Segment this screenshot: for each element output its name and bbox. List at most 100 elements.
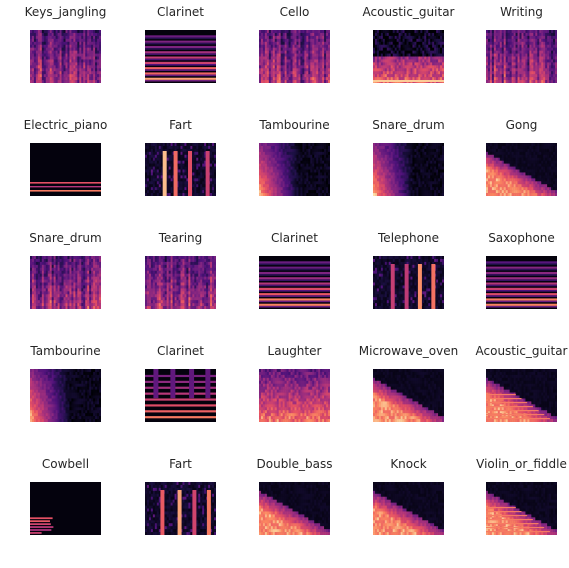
spectrogram-cell <box>488 172 490 175</box>
spectrogram-cell <box>405 54 407 57</box>
spectrogram-cell <box>181 175 183 178</box>
spectrogram-cell <box>418 54 420 57</box>
spectrogram-cell <box>267 181 269 184</box>
spectrogram-cell <box>522 54 524 57</box>
spectrogram-cell <box>308 178 310 181</box>
spectrogram-cell <box>387 190 389 193</box>
spectrogram-cell <box>520 146 522 149</box>
spectrogram-cell <box>149 187 151 190</box>
spectrogram-cell <box>397 33 399 36</box>
spectrogram-cell <box>73 65 75 68</box>
spectrogram-cell <box>410 39 412 42</box>
spectrogram-cell <box>281 178 283 181</box>
spectrogram-cell <box>551 74 553 77</box>
spectrogram-cell <box>56 71 58 74</box>
spectrogram-cell <box>500 48 502 51</box>
spectrogram-cell <box>387 74 389 77</box>
spectrogram-cell <box>34 80 36 83</box>
spectrogram-cell <box>399 57 401 60</box>
spectrogram-cell <box>549 30 551 33</box>
spectrogram-cell <box>308 42 310 45</box>
spectrogram-cell <box>93 65 95 68</box>
spectrogram-cell <box>525 172 527 175</box>
spectrogram-cell <box>271 39 273 42</box>
spectrogram-cell <box>410 178 412 181</box>
spectrogram-cell <box>407 164 409 167</box>
spectrogram-cell <box>518 80 520 83</box>
spectrogram-cell <box>422 164 424 167</box>
spectrogram-cell <box>520 30 522 33</box>
spectrogram-cell <box>312 178 314 181</box>
spectrogram-cell <box>434 74 436 77</box>
spectrogram-cell <box>522 158 524 161</box>
spectrogram-cell <box>502 39 504 42</box>
spectrogram-cell <box>214 193 216 196</box>
spectrogram-cell <box>320 68 322 71</box>
spectrogram-cell <box>549 36 551 39</box>
spectrogram-cell <box>322 167 324 170</box>
spectrogram-cell <box>328 57 330 60</box>
spectrogram-cell <box>426 71 428 74</box>
spectrogram-cell <box>34 65 36 68</box>
spectrogram-cell <box>373 59 375 62</box>
spectrogram-cell <box>490 193 492 196</box>
spectrogram-cell <box>58 42 60 45</box>
spectrogram-cell <box>287 181 289 184</box>
spectrogram-cell <box>273 167 275 170</box>
spectrogram-cell <box>422 152 424 155</box>
spectrogram-cell <box>531 74 533 77</box>
spectrogram-cell <box>502 181 504 184</box>
spectrogram-cell <box>432 158 434 161</box>
spectrogram-cell <box>531 42 533 45</box>
spectrogram-cell <box>387 149 389 152</box>
spectrogram-cell <box>551 30 553 33</box>
spectrogram-cell <box>293 51 295 54</box>
spectrogram-cell <box>48 51 50 54</box>
spectrogram-cell <box>79 65 81 68</box>
spectrogram-cell <box>283 187 285 190</box>
spectrogram-cell <box>320 59 322 62</box>
spectrogram-cell <box>434 143 436 146</box>
spectrogram-cell <box>525 65 527 68</box>
spectrogram-cell <box>42 80 44 83</box>
spectrogram-cell <box>523 161 525 164</box>
spectrogram-cell <box>289 80 291 83</box>
spectrogram-cell <box>424 68 426 71</box>
spectrogram-cell <box>422 170 424 173</box>
spectrogram-cell <box>295 181 297 184</box>
spectrogram-cell <box>155 149 157 152</box>
spectrogram-cell <box>271 152 273 155</box>
spectrogram-cell <box>373 62 375 65</box>
spectrogram-cell <box>393 146 395 149</box>
spectrogram-cell <box>397 187 399 190</box>
spectrogram-cell <box>81 45 83 48</box>
spectrogram-cell <box>81 68 83 71</box>
burst-column <box>163 151 167 196</box>
spectrogram-cell <box>89 51 91 54</box>
spectrogram-cell <box>486 80 488 83</box>
spectrogram-cell <box>391 184 393 187</box>
spectrogram-cell <box>506 161 508 164</box>
spectrogram-cell <box>275 51 277 54</box>
spectrogram-cell <box>202 146 204 149</box>
spectrogram-cell <box>210 175 212 178</box>
spectrogram-cell <box>89 71 91 74</box>
spectrogram-cell <box>269 158 271 161</box>
spectrogram-cell <box>97 74 99 77</box>
spectrogram-cell <box>151 170 153 173</box>
spectrogram-cell <box>409 167 411 170</box>
spectrogram-cell <box>310 172 312 175</box>
spectrogram-cell <box>537 39 539 42</box>
spectrogram-cell <box>306 33 308 36</box>
spectrogram-cell <box>291 74 293 77</box>
spectrogram-cell <box>405 181 407 184</box>
spectrogram-cell <box>64 68 66 71</box>
spectrogram-cell <box>395 62 397 65</box>
spectrogram-cell <box>430 65 432 68</box>
spectrogram-cell <box>520 167 522 170</box>
spectrogram-cell <box>287 71 289 74</box>
spectrogram-cell <box>492 48 494 51</box>
spectrogram-cell <box>81 65 83 68</box>
spectrogram-cell <box>430 161 432 164</box>
spectrogram-cell <box>300 33 302 36</box>
